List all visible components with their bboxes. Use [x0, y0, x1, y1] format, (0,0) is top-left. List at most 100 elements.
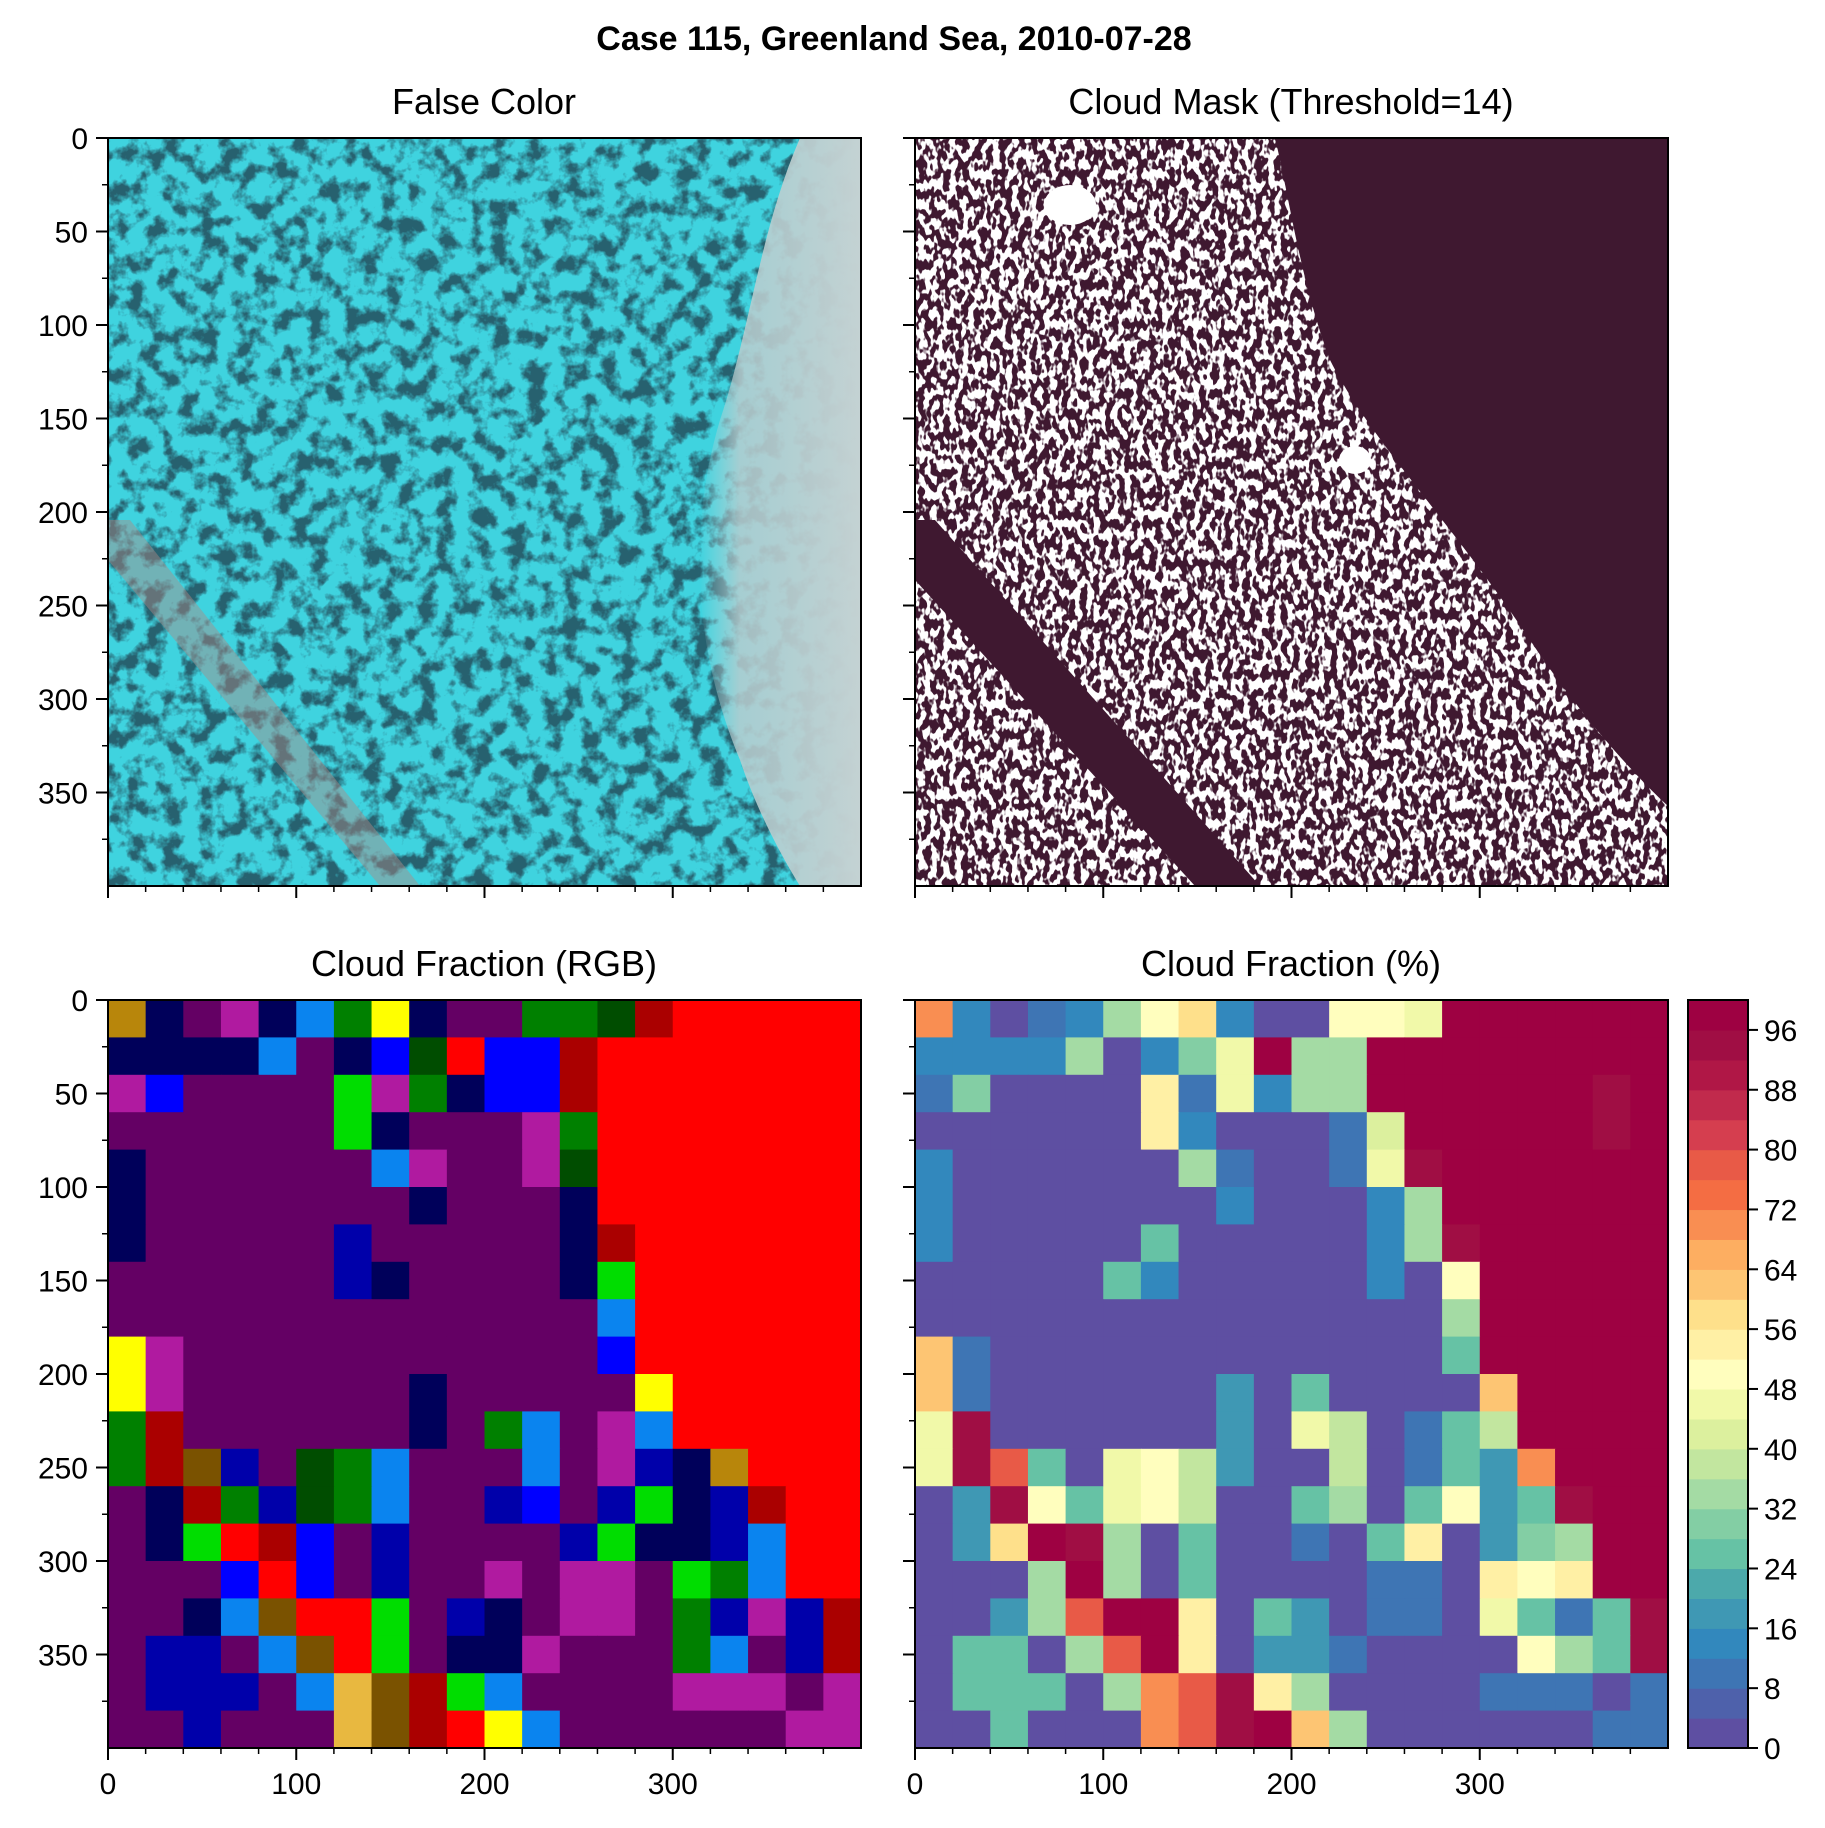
rgb-cell [559, 1037, 599, 1076]
rgb-cell [522, 1112, 561, 1151]
pct-cell [990, 1411, 1029, 1450]
pct-cell [952, 1710, 991, 1749]
pct-cell [1140, 1187, 1180, 1225]
rgb-cell [635, 1411, 674, 1450]
pct-cell [1479, 1673, 1518, 1712]
pct-cell [1555, 1486, 1594, 1525]
pct-cell [1404, 1374, 1443, 1412]
rgb-cell [220, 1112, 260, 1151]
rgb-cell [409, 1037, 448, 1076]
rgb-cell [823, 1523, 862, 1562]
rgb-cell [296, 1673, 335, 1712]
pct-cell [1103, 1149, 1142, 1188]
pct-cell [1592, 1635, 1631, 1674]
rgb-cell [220, 1037, 260, 1076]
y-tick-label: 350 [38, 1640, 88, 1673]
rgb-cell [672, 1224, 711, 1263]
rgb-cell [333, 1261, 373, 1300]
rgb-cell [409, 1448, 448, 1487]
pct-cell [1140, 1523, 1180, 1562]
rgb-cell [522, 1448, 561, 1487]
pct-cell [1366, 1486, 1406, 1525]
rgb-cell [748, 1411, 787, 1450]
rgb-cell [823, 1037, 862, 1076]
pct-cell [1592, 1673, 1631, 1712]
rgb-cell [635, 1261, 674, 1300]
rgb-cell [823, 1486, 862, 1525]
pct-cell [1216, 1149, 1255, 1188]
colorbar-band [1688, 1239, 1748, 1270]
pct-cell [915, 1448, 954, 1487]
pct-cell [1103, 1374, 1142, 1412]
pct-cell [1065, 1673, 1104, 1712]
rgb-cell [672, 1112, 711, 1151]
pct-cell [915, 1000, 954, 1038]
rgb-cell [597, 1486, 636, 1525]
rgb-cell [296, 1074, 335, 1113]
rgb-cell [258, 1187, 297, 1225]
rgb-cell [296, 1261, 335, 1300]
pct-cell [1555, 1635, 1594, 1674]
rgb-cell [672, 1299, 711, 1338]
rgb-cell [635, 1336, 674, 1375]
rgb-cell [145, 1187, 184, 1225]
colorbar-bands [1688, 1000, 1748, 1749]
rgb-cell [183, 1224, 222, 1263]
pct-cell [1592, 1561, 1631, 1599]
pct-cell [1404, 1112, 1443, 1151]
rgb-cell [183, 1486, 222, 1525]
pct-cell [1027, 1261, 1067, 1300]
pct-cell [1216, 1261, 1255, 1300]
rgb-cell [484, 1486, 523, 1525]
rgb-cell [183, 1411, 222, 1450]
rgb-cell [220, 1523, 260, 1562]
pct-cell [1479, 1598, 1518, 1637]
rgb-cell [823, 1224, 862, 1263]
rgb-cell [823, 1374, 862, 1412]
x-tick-label: 0 [907, 1768, 924, 1801]
pct-cell [1442, 1486, 1481, 1525]
rgb-cell [710, 1037, 749, 1076]
pct-cell [915, 1037, 954, 1076]
pct-cell [1555, 1074, 1594, 1113]
pct-cell [915, 1074, 954, 1113]
colorbar-tick-label: 8 [1764, 1673, 1781, 1706]
rgb-cell [823, 1710, 862, 1749]
colorbar-band [1688, 1538, 1748, 1570]
rgb-cell [484, 1000, 523, 1038]
pct-cell [1140, 1000, 1180, 1038]
rgb-cell [333, 1598, 373, 1637]
rgb-cell [522, 1261, 561, 1300]
pct-cell [915, 1598, 954, 1637]
pct-cell [1178, 1523, 1217, 1562]
rgb-cell [258, 1000, 297, 1038]
rgb-cell [710, 1710, 749, 1749]
rgb-cell [333, 1112, 373, 1151]
pct-cell [1253, 1486, 1293, 1525]
rgb-cell [296, 1411, 335, 1450]
rgb-cell [635, 1598, 674, 1637]
rgb-cell [258, 1598, 297, 1637]
pct-cell [1630, 1000, 1669, 1038]
pct-cell [1216, 1635, 1255, 1674]
rgb-cell [710, 1523, 749, 1562]
rgb-cell [220, 1074, 260, 1113]
rgb-cell [145, 1486, 184, 1525]
rgb-cell [559, 1486, 599, 1525]
rgb-cell [710, 1074, 749, 1113]
rgb-cell [710, 1149, 749, 1188]
rgb-cell [484, 1224, 523, 1263]
pct-cell [1366, 1710, 1406, 1749]
x-tick-label: 200 [1266, 1768, 1316, 1801]
pct-cell [1291, 1261, 1330, 1300]
pct-cell [1027, 1074, 1067, 1113]
rgb-cell [446, 1710, 486, 1749]
pct-cell [952, 1635, 991, 1674]
pct-cell [1140, 1635, 1180, 1674]
rgb-cell [446, 1486, 486, 1525]
pct-cell [1027, 1635, 1067, 1674]
pct-cell [1442, 1673, 1481, 1712]
rgb-cell [371, 1374, 410, 1412]
rgb-cell [371, 1149, 410, 1188]
pct-cell [952, 1074, 991, 1113]
